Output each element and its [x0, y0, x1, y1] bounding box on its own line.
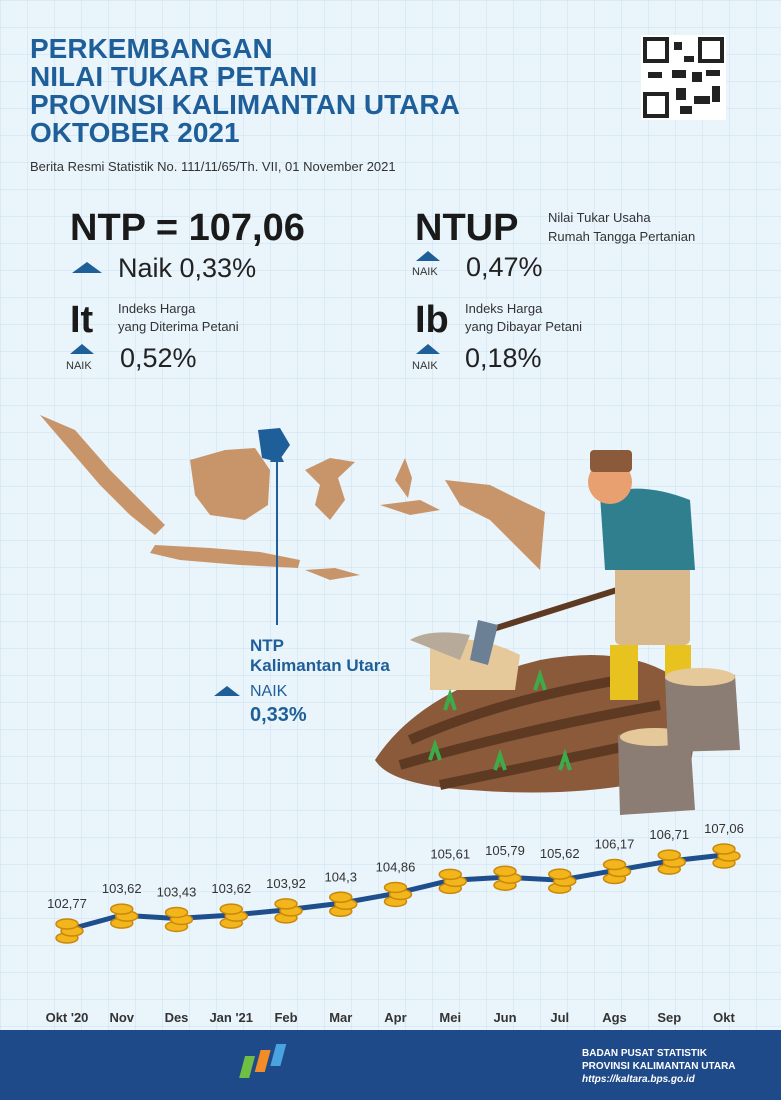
coin	[383, 881, 408, 894]
coin-stack	[602, 858, 632, 885]
farmer-illustration	[375, 450, 740, 815]
footer-band	[0, 1030, 781, 1100]
map-label: NTP	[250, 636, 284, 655]
value-label: 104,3	[324, 869, 357, 884]
it-status: NAIK	[66, 360, 92, 372]
x-tick-label: Okt '20	[46, 1010, 89, 1025]
coin-stack	[438, 868, 467, 895]
value-label: 107,06	[704, 821, 744, 836]
ntup-description: Rumah Tangga Pertanian	[548, 229, 695, 244]
callout-arrow	[270, 448, 284, 462]
coin	[164, 906, 189, 919]
ntup-description: Nilai Tukar Usaha	[548, 210, 651, 225]
ib-label: Ib	[415, 299, 449, 341]
coin	[493, 865, 517, 877]
value-label: 106,71	[649, 827, 689, 842]
indonesia-map	[40, 415, 545, 580]
coin-stack	[383, 881, 413, 908]
coin	[438, 868, 462, 881]
coin	[548, 868, 572, 880]
up-arrow	[72, 262, 102, 273]
value-label: 103,43	[157, 884, 197, 899]
ib-description: Indeks Harga	[465, 301, 543, 316]
coin-stack	[219, 903, 248, 929]
footer-text: https://kaltara.bps.go.id	[582, 1074, 696, 1085]
ntup-label: NTUP	[415, 207, 518, 249]
x-tick-label: Jan '21	[209, 1010, 253, 1025]
x-tick-label: Mar	[329, 1010, 352, 1025]
value-label: 105,79	[485, 843, 525, 858]
coin	[274, 898, 298, 910]
title-line: PROVINSI KALIMANTAN UTARA	[30, 89, 460, 120]
x-tick-label: Des	[165, 1010, 189, 1025]
x-tick-label: Okt	[713, 1010, 735, 1025]
qr-code	[641, 35, 726, 120]
x-tick-label: Ags	[602, 1010, 627, 1025]
it-label: It	[70, 299, 94, 341]
footer-text: BADAN PUSAT STATISTIK	[582, 1048, 708, 1059]
it-change: 0,52%	[120, 343, 197, 373]
coin	[657, 849, 681, 861]
map-change: 0,33%	[250, 704, 307, 726]
subtitle: Berita Resmi Statistik No. 111/11/65/Th.…	[30, 159, 396, 174]
coin	[602, 858, 627, 871]
up-arrow	[416, 251, 440, 261]
coin	[219, 903, 243, 915]
map-status: NAIK	[250, 683, 288, 700]
value-label: 102,77	[47, 896, 87, 911]
value-label: 103,62	[102, 881, 142, 896]
it-description: Indeks Harga	[118, 301, 196, 316]
x-tick-label: Sep	[657, 1010, 681, 1025]
line-chart: 102,77 103,62 103,43 103,62 103,92 104,3 104,8…	[46, 821, 744, 1025]
coin-stack	[164, 906, 194, 933]
coin-stack	[712, 843, 741, 869]
map-label: Kalimantan Utara	[250, 656, 390, 675]
ntp-change: Naik 0,33%	[118, 253, 256, 283]
title-line: PERKEMBANGAN	[30, 33, 273, 64]
coin	[55, 918, 79, 930]
ib-description: yang Dibayar Petani	[465, 319, 582, 334]
coin-stack	[329, 891, 358, 918]
ntup-change: 0,47%	[466, 252, 543, 282]
up-arrow	[214, 686, 240, 696]
title-line: NILAI TUKAR PETANI	[30, 61, 317, 92]
coin-stack	[493, 865, 522, 891]
coin	[110, 903, 134, 915]
coin-stack	[548, 868, 577, 894]
ntup-status: NAIK	[412, 266, 438, 278]
value-label: 105,62	[540, 846, 580, 861]
x-tick-label: Jul	[550, 1010, 569, 1025]
footer-text: PROVINSI KALIMANTAN UTARA	[582, 1061, 736, 1072]
value-label: 105,61	[430, 846, 470, 861]
coin	[712, 843, 736, 855]
ib-status: NAIK	[412, 360, 438, 372]
ntp-value: NTP = 107,06	[70, 207, 305, 249]
coin-stack	[55, 918, 84, 944]
title-line: OKTOBER 2021	[30, 117, 240, 148]
value-label: 104,86	[376, 859, 416, 874]
x-tick-label: Jun	[493, 1010, 516, 1025]
coin-stack	[657, 849, 686, 875]
x-tick-label: Apr	[384, 1010, 406, 1025]
up-arrow	[70, 344, 94, 354]
coin	[329, 891, 353, 904]
x-tick-label: Feb	[274, 1010, 297, 1025]
ib-change: 0,18%	[465, 343, 542, 373]
value-label: 106,17	[595, 837, 635, 852]
up-arrow	[416, 344, 440, 354]
x-tick-label: Nov	[109, 1010, 134, 1025]
it-description: yang Diterima Petani	[118, 319, 239, 334]
coin-stack	[274, 898, 303, 924]
x-tick-label: Mei	[439, 1010, 461, 1025]
coin-stack	[110, 903, 139, 929]
value-label: 103,92	[266, 876, 306, 891]
bps-logo	[239, 1044, 287, 1078]
value-label: 103,62	[211, 881, 251, 896]
